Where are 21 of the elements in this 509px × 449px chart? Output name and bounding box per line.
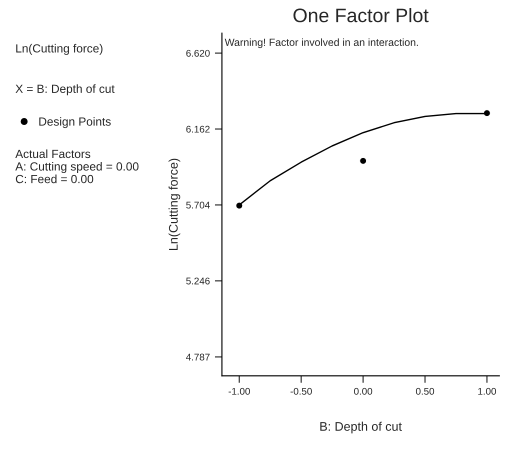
y-tick-label: 5.704 (186, 202, 210, 209)
text: A: Cutting speed = 0.00 (15, 162, 139, 173)
text: X = B: Depth of cut (16, 84, 115, 96)
chart-title: One Factor Plot (293, 8, 429, 22)
x-tick-label: -0.50 (290, 388, 312, 395)
point (360, 157, 367, 164)
x-axis-title: B: Depth of cut (320, 422, 402, 434)
annotation: Warning! Factor involved in an interaction. (224, 38, 418, 48)
legend-label: Design Points (39, 117, 111, 128)
y-tick-label: 6.162 (186, 126, 210, 133)
text: Actual Factors (15, 149, 90, 158)
y-tick-label: 5.246 (186, 278, 210, 284)
x-tick-label: 0.00 (354, 388, 372, 395)
x-tick-label: -1.00 (228, 388, 250, 395)
text: Ln(Cutting force) (16, 44, 102, 55)
text: C: Feed = 0.00 (16, 174, 94, 184)
y-axis-title: Ln(Cutting force) (168, 158, 180, 250)
y-tick-label: 4.787 (186, 354, 210, 361)
y-tick-label: 6.620 (186, 50, 210, 57)
x-tick-label: 0.50 (416, 388, 434, 395)
x-tick-label: 1.00 (478, 388, 496, 395)
